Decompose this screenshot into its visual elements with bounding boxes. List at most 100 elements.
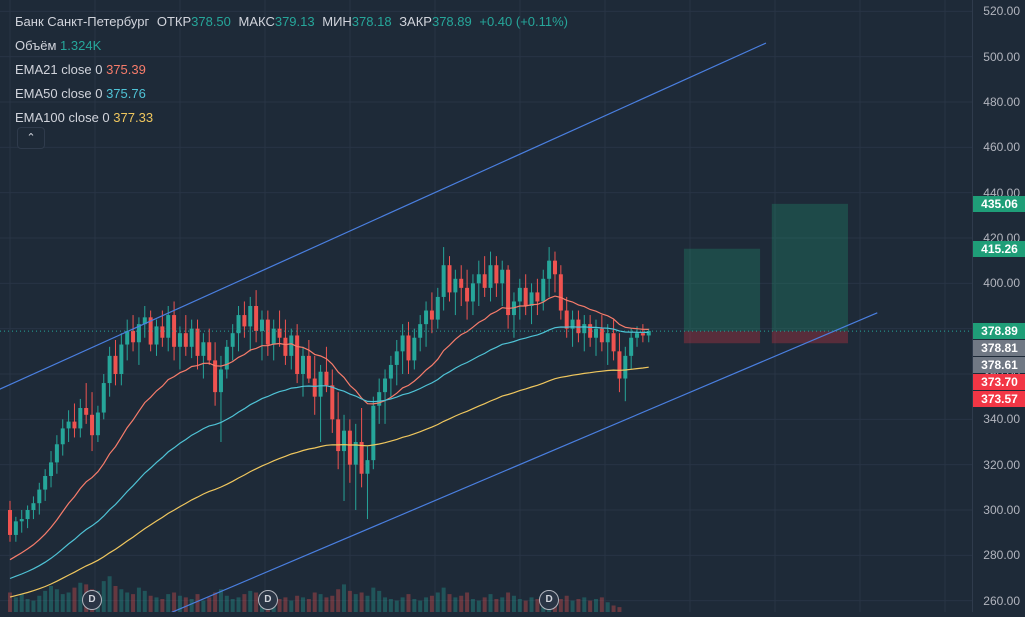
price-axis[interactable]: 260.00280.00300.00320.00340.00360.00380.…: [972, 0, 1025, 612]
candle-body: [306, 355, 311, 379]
volume-bar: [125, 592, 130, 612]
dividend-marker[interactable]: D: [82, 590, 103, 610]
candle-body: [136, 324, 141, 343]
volume-bar: [54, 589, 59, 612]
volume-bar: [435, 592, 440, 612]
candle-body: [371, 405, 376, 461]
candle-body: [113, 355, 118, 374]
ema50-line: [9, 326, 649, 580]
volume-bar: [388, 599, 393, 612]
ema21-line: [9, 295, 649, 561]
volume-bar: [25, 599, 30, 612]
ema100-row[interactable]: EMA100 close 0 377.33: [15, 106, 568, 130]
candle-body: [277, 328, 282, 338]
candle-body: [148, 317, 153, 345]
candle-body: [388, 364, 393, 379]
legend: Банк Санкт-Петербург ОТКР378.50 МАКС379.…: [15, 10, 568, 130]
volume-bar: [306, 599, 311, 612]
volume-row[interactable]: Объём 1.324K: [15, 34, 568, 58]
price-tag-gray: 378.81: [973, 340, 1025, 357]
volume-bar: [43, 590, 48, 612]
volume-bar: [242, 594, 247, 612]
candle-body: [488, 265, 493, 288]
candle-body: [218, 369, 223, 393]
candle-body: [301, 355, 305, 374]
candle-body: [377, 392, 382, 406]
ema50-row[interactable]: EMA50 close 0 375.76: [15, 82, 568, 106]
candle-body: [529, 292, 534, 306]
price-tag-green: 378.89: [973, 323, 1025, 340]
candle-body: [207, 342, 212, 361]
volume-bar: [277, 599, 282, 612]
candle-body: [295, 335, 300, 374]
volume-bar: [295, 595, 300, 612]
candle-body: [177, 333, 182, 347]
candle-body: [476, 274, 481, 284]
volume-bar: [66, 592, 71, 612]
volume-bar: [283, 597, 288, 612]
price-chart[interactable]: [0, 0, 972, 617]
volume-bar: [529, 597, 534, 612]
volume-bar: [365, 595, 370, 612]
volume-bar: [248, 590, 253, 612]
symbol-title[interactable]: Банк Санкт-Петербург: [15, 14, 150, 29]
volume-bar: [412, 599, 417, 612]
candle-body: [183, 333, 188, 347]
ema50-label: EMA50 close 0: [15, 86, 103, 101]
legend-collapse-button[interactable]: ⌃: [17, 127, 45, 149]
candle-body: [564, 310, 569, 329]
candle-body: [599, 328, 604, 343]
candle-body: [37, 489, 42, 504]
volume-bar: [377, 590, 382, 612]
candle-body: [101, 383, 106, 413]
price-tick-label: 260.00: [983, 593, 1020, 608]
volume-bar: [131, 594, 136, 612]
candle-body: [142, 317, 147, 325]
chevron-up-icon: ⌃: [26, 132, 36, 144]
candle-body: [394, 351, 399, 365]
candle-body: [8, 510, 12, 535]
dividend-marker[interactable]: D: [539, 590, 560, 610]
dividend-marker[interactable]: D: [257, 590, 278, 610]
volume-bar: [336, 589, 341, 612]
candle-body: [312, 378, 317, 397]
candle-body: [588, 324, 593, 338]
volume-bar: [218, 589, 223, 612]
volume-bar: [488, 594, 493, 612]
volume-bar: [301, 597, 305, 612]
candle-body: [60, 428, 65, 445]
candle-body: [254, 306, 259, 331]
volume-bar: [101, 581, 106, 612]
candle-body: [412, 337, 417, 361]
candle-body: [582, 324, 587, 334]
volume-bar: [8, 592, 12, 612]
volume-bar: [359, 592, 364, 612]
volume-bar: [236, 597, 241, 612]
volume-bar: [289, 600, 294, 612]
ema100-line: [9, 366, 649, 598]
volume-bar: [183, 597, 188, 612]
candle-body: [189, 328, 194, 347]
high-value: 379.13: [274, 14, 315, 29]
candle-body: [119, 344, 124, 374]
volume-bar: [19, 594, 24, 612]
volume-bar: [611, 605, 616, 612]
volume-bar: [588, 600, 593, 612]
volume-bar: [342, 584, 347, 612]
candle-body: [523, 287, 528, 306]
candle-body: [78, 408, 83, 429]
candle-body: [166, 315, 171, 338]
volume-bar: [107, 576, 112, 612]
candle-body: [107, 355, 112, 384]
volume-bar: [318, 594, 323, 612]
candle-body: [447, 265, 452, 293]
candle-body: [459, 278, 464, 288]
volume-bar: [383, 597, 388, 612]
ema21-row[interactable]: EMA21 close 0 375.39: [15, 58, 568, 82]
candle-body: [453, 278, 458, 293]
volume-bar: [324, 597, 329, 612]
price-tag-red: 373.70: [973, 374, 1025, 391]
candle-body: [400, 335, 405, 352]
candle-body: [383, 378, 388, 393]
